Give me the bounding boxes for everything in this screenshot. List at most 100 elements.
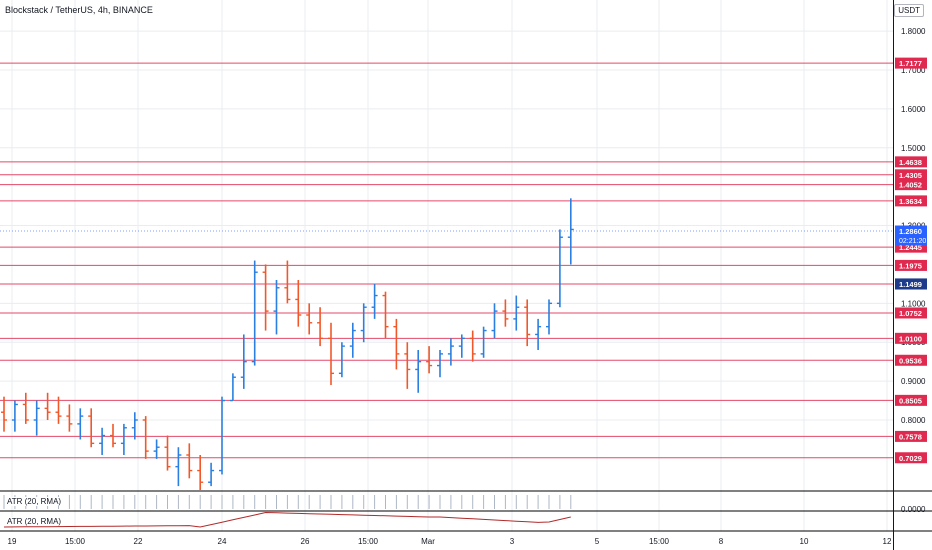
alt-price-badge-text: 1.1499 (899, 280, 922, 289)
x-tick-label: 24 (218, 537, 227, 546)
ohlc-bar (44, 392, 51, 420)
atr-axis-value: 0.0000 (901, 505, 926, 514)
alt-price-badge: 1.1499 (895, 278, 927, 290)
level-badge-text: 1.4052 (899, 181, 922, 190)
atr-histogram-label[interactable]: ATR (20, RMA) (5, 497, 64, 506)
level-badge-bg (895, 307, 927, 319)
ohlc-bar (131, 412, 138, 440)
ohlc-bar (447, 338, 454, 366)
atr-line-label[interactable]: ATR (20, RMA) (5, 517, 64, 526)
level-badge-text: 1.3634 (899, 197, 923, 206)
level-badge-text: 0.9536 (899, 356, 922, 365)
atr-line (3, 511, 571, 528)
ohlc-bar (338, 342, 345, 378)
ohlc-bar (556, 229, 563, 308)
x-tick-label: Mar (421, 537, 435, 546)
ohlc-bar (306, 303, 313, 335)
level-badge-bg (895, 394, 927, 406)
ohlc-bar (404, 342, 411, 389)
ohlc-bar (1, 396, 7, 432)
ohlc-bar (393, 318, 400, 370)
level-badge-bg (895, 452, 927, 464)
ohlc-bar (317, 307, 324, 347)
ohlc-bar (229, 373, 236, 402)
ohlc-bar (55, 396, 62, 424)
level-badge: 1.0752 (895, 307, 927, 319)
y-tick-label: 1.1000 (901, 299, 926, 308)
x-tick-label: 5 (595, 537, 600, 546)
level-badge-text: 0.7578 (899, 432, 922, 441)
ohlc-bar (33, 400, 40, 436)
level-badge-bg (895, 241, 927, 253)
ohlc-bar (208, 462, 215, 487)
ohlc-bar (491, 303, 498, 339)
y-tick-label: 1.7000 (901, 66, 926, 75)
currency-label[interactable]: USDT (894, 4, 924, 17)
ohlc-bar (120, 423, 127, 455)
level-badge: 1.4638 (895, 156, 927, 168)
ohlc-bar (77, 408, 84, 440)
level-badge: 1.4052 (895, 179, 927, 191)
level-badge-bg (895, 156, 927, 168)
level-badge-text: 1.0752 (899, 309, 922, 318)
ohlc-bar (175, 447, 182, 487)
ohlc-bar (328, 322, 334, 385)
ohlc-bar (502, 299, 509, 327)
ohlc-bar (88, 408, 95, 448)
ohlc-bar (251, 260, 258, 366)
ohlc-bar (219, 396, 225, 475)
y-tick-label: 1.6000 (901, 105, 926, 114)
level-badge-bg (895, 195, 927, 207)
x-tick-label: 10 (800, 537, 809, 546)
y-tick-label: 0.9000 (901, 377, 926, 386)
ohlc-bar (153, 439, 160, 459)
x-tick-label: 15:00 (358, 537, 379, 546)
ohlc-bar (142, 416, 149, 459)
x-tick-label: 22 (134, 537, 143, 546)
ohlc-bar (371, 283, 378, 319)
ohlc-bar (382, 291, 389, 339)
ohlc-bar (546, 299, 552, 335)
level-badge: 1.4305 (895, 169, 927, 181)
level-badge-bg (895, 169, 927, 181)
ohlc-bar (66, 404, 73, 432)
x-tick-label: 8 (719, 537, 724, 546)
level-badge: 0.7029 (895, 452, 927, 464)
level-badge-text: 1.1975 (899, 261, 922, 270)
ohlc-bar (240, 334, 247, 389)
ohlc-bar (426, 346, 433, 374)
x-tick-label: 15:00 (649, 537, 670, 546)
y-tick-label: 0.8000 (901, 416, 926, 425)
level-badge: 0.9536 (895, 354, 927, 366)
ohlc-bar (458, 334, 465, 358)
ohlc-bar (360, 303, 367, 343)
level-badge-bg (895, 332, 927, 344)
ohlc-bar (110, 423, 116, 448)
ohlc-bar (567, 198, 574, 265)
time-axis: 19 15:00 22 24 26 15:00 Mar 3 5 15:00 8 10 12 (8, 537, 892, 546)
level-badge-bg (895, 430, 927, 442)
ohlc-bar (513, 295, 520, 331)
chart-title: Blockstack / TetherUS, 4h, BINANCE (5, 5, 153, 15)
level-badge: 1.1975 (895, 259, 927, 271)
level-badge: 1.3634 (895, 195, 927, 207)
level-badge-text: 1.7177 (899, 59, 922, 68)
level-badge-text: 1.0100 (899, 334, 922, 343)
ohlc-bar (415, 350, 422, 393)
level-badge-text: 1.4305 (899, 171, 922, 180)
y-tick-label: 1.8000 (901, 27, 926, 36)
level-badge-bg (895, 179, 927, 191)
x-tick-label: 12 (883, 537, 892, 546)
x-tick-label: 26 (301, 537, 310, 546)
ohlc-bar (469, 330, 476, 362)
horizontal-levels (0, 62, 893, 459)
ohlc-bar (535, 318, 542, 350)
level-badge-text: 0.8505 (899, 396, 922, 405)
ohlc-bar (186, 443, 193, 479)
level-badge: 1.2445 (895, 241, 927, 253)
ohlc-bar (284, 260, 291, 304)
level-badge: 0.8505 (895, 394, 927, 406)
